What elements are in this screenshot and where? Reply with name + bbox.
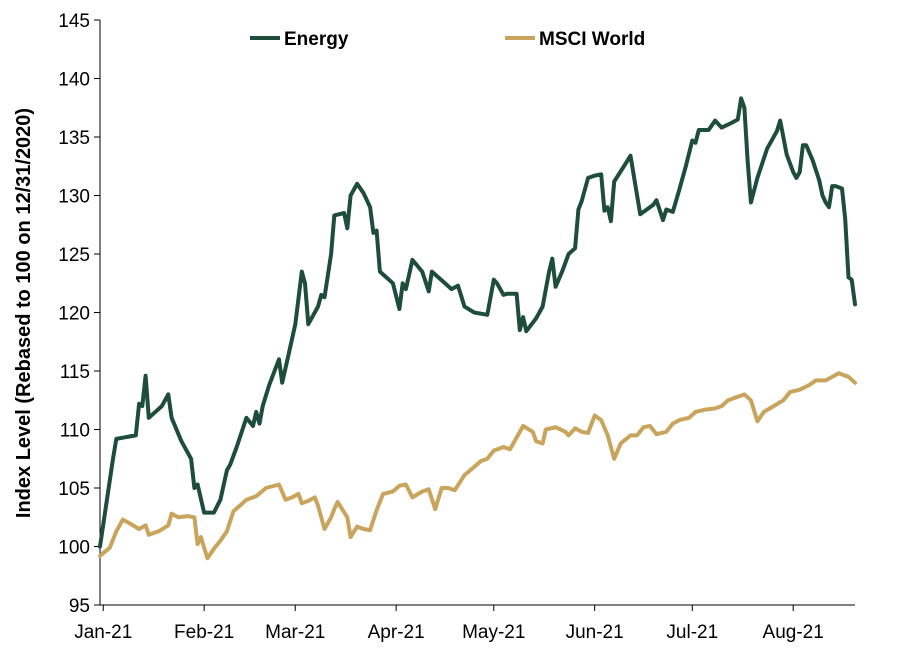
y-tick-label: 105 [58, 479, 90, 500]
y-tick-label: 125 [58, 245, 90, 266]
x-tick-label: Feb-21 [174, 622, 234, 643]
y-tick-label: 140 [58, 70, 90, 91]
y-tick-label: 95 [69, 596, 90, 617]
y-axis-label: Index Level (Rebased to 100 on 12/31/202… [13, 108, 35, 518]
x-tick-label: Apr-21 [368, 622, 425, 643]
series-line-energy [98, 96, 857, 549]
x-axis: Jan-21 Feb-21 Mar-21 Apr-21 May-21 Jun-21 Jul-… [74, 604, 855, 643]
series-line-msci-world [98, 371, 857, 561]
y-tick-label: 115 [60, 362, 90, 383]
x-tick-label: May-21 [462, 622, 525, 643]
series-layer [98, 96, 857, 561]
legend: Energy MSCI World [250, 29, 645, 50]
y-tick-label: 145 [58, 11, 90, 32]
y-tick-label: 135 [58, 128, 90, 149]
x-tick-label: Mar-21 [265, 622, 325, 643]
y-tick-label: 130 [58, 187, 90, 208]
legend-label-msci-world: MSCI World [539, 29, 645, 50]
x-tick-label: Jan-21 [74, 622, 132, 643]
x-tick-label: Jun-21 [566, 622, 624, 643]
y-tick-label: 110 [60, 421, 90, 442]
x-tick-label: Aug-21 [763, 622, 824, 643]
x-tick-label: Jul-21 [666, 622, 718, 643]
legend-label-energy: Energy [284, 29, 349, 50]
y-axis: 95 100 105 110 115 120 125 130 135 140 145 [58, 11, 101, 617]
y-tick-label: 120 [58, 304, 90, 325]
y-tick-label: 100 [58, 538, 90, 559]
